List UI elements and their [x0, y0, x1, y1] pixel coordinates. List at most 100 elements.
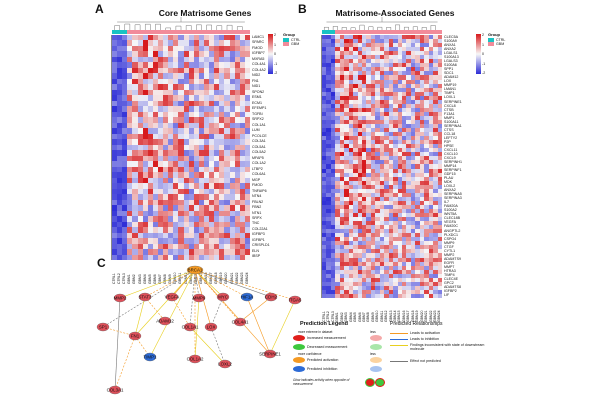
heatmap-cell — [239, 106, 245, 112]
heatmap-cell — [353, 128, 358, 133]
node-loxl2[interactable]: LOXL2 — [218, 359, 232, 369]
heatmap-cell — [147, 133, 153, 140]
heatmap-cell — [163, 194, 169, 200]
heatmap-cell — [234, 188, 240, 195]
heatmap-cell — [379, 168, 385, 173]
heatmap-cell — [362, 168, 367, 173]
gene-label: ANXA1 — [444, 43, 456, 48]
node-hif1a[interactable]: HIF1A — [241, 292, 254, 302]
heatmap-cell — [219, 128, 225, 134]
heatmap-cell — [410, 115, 416, 120]
heatmap-cell — [219, 35, 225, 41]
heatmap-cell — [428, 289, 434, 294]
node-col4a1[interactable]: COL4A1 — [232, 317, 249, 327]
node-fn1[interactable]: FN1 — [128, 331, 142, 341]
heatmap-cell — [326, 39, 331, 44]
heatmap-cell — [137, 78, 143, 85]
heatmap-cell — [415, 47, 420, 52]
heatmap-cell — [209, 227, 215, 233]
heatmap-cell — [384, 148, 389, 153]
heatmap-cell — [362, 204, 367, 209]
node-label: MYC — [218, 295, 228, 300]
heatmap-cell — [198, 122, 204, 129]
heatmap-cell — [335, 152, 340, 157]
heatmap-cell — [353, 124, 358, 129]
node-col3a1[interactable]: COL3A1 — [107, 385, 124, 395]
node-sp1[interactable]: SP1 — [96, 322, 110, 332]
heatmap-cell — [433, 265, 438, 270]
group-gbm-cell — [239, 30, 245, 34]
heatmap-cell — [163, 100, 169, 107]
heatmap-cell — [209, 205, 215, 211]
node-col1a2[interactable]: COL1A2 — [187, 354, 204, 364]
heatmap-cell — [188, 62, 194, 68]
node-adam12[interactable]: ADAM12 — [156, 316, 174, 326]
heatmap-cell — [415, 196, 420, 201]
heatmap-cell — [183, 67, 189, 74]
node-itga5[interactable]: ITGA5 — [289, 295, 302, 305]
heatmap-cell — [384, 168, 389, 173]
heatmap-cell — [402, 124, 407, 129]
heatmap-cell — [379, 160, 385, 165]
heatmap-cell — [198, 106, 204, 112]
heatmap-cell — [362, 261, 367, 266]
node-label: MMP2 — [114, 296, 127, 301]
heatmap-cell — [406, 99, 411, 104]
heatmap-cell — [424, 225, 429, 230]
heatmap-cell — [112, 243, 118, 250]
node-stat3[interactable]: STAT3 — [138, 292, 152, 302]
node-cdh2[interactable]: CDH2 — [264, 292, 278, 302]
heatmap-cell — [375, 103, 380, 108]
node-mmp9[interactable]: MMP9 — [193, 293, 206, 303]
heatmap-cell — [353, 237, 358, 242]
heatmap-cell — [393, 115, 398, 120]
heatmap-cell — [198, 166, 204, 173]
heatmap-cell — [370, 172, 376, 177]
node-vegfa[interactable]: VEGFA — [165, 292, 180, 302]
node-serpine1[interactable]: SERPINE1 — [259, 349, 281, 359]
heatmap-cell — [158, 56, 164, 63]
decreased-node-icon — [293, 344, 305, 350]
heatmap-cell — [379, 281, 385, 286]
heatmap-cell — [375, 156, 380, 161]
heatmap-cell — [330, 152, 336, 157]
heatmap-cell — [239, 100, 245, 107]
heatmap-cell — [393, 75, 398, 80]
heatmap-cell — [183, 205, 189, 211]
heatmap-cell — [424, 71, 429, 76]
heatmap-cell — [419, 281, 425, 286]
heatmap-cell — [406, 132, 411, 137]
heatmap-cell — [163, 144, 169, 151]
heatmap-cell — [410, 148, 416, 153]
heatmap-cell — [344, 196, 349, 201]
node-label: MMP9 — [193, 296, 206, 301]
heatmap-cell — [366, 99, 371, 104]
heatmap-cell — [132, 45, 138, 52]
node-col1a1[interactable]: COL1A1 — [182, 322, 199, 332]
heatmap-cell — [168, 194, 174, 200]
heatmap-cell — [384, 83, 389, 88]
node-brca[interactable]: BRCA1 — [186, 265, 204, 275]
heatmap-cell — [370, 168, 376, 173]
heatmap-cell — [375, 281, 380, 286]
node-lox[interactable]: LOX — [204, 322, 218, 332]
heatmap-cell — [348, 180, 354, 185]
node-mmp2[interactable]: MMP2 — [114, 293, 127, 303]
heatmap-cell — [415, 273, 420, 278]
heatmap-cell — [330, 213, 336, 218]
heatmap-cell — [168, 67, 174, 74]
heatmap-cell — [173, 188, 179, 195]
heatmap-cell — [132, 243, 138, 250]
node-myc[interactable]: MYC — [216, 292, 230, 302]
heatmap-cell — [322, 180, 327, 185]
predicted-activation-label: Predicted activation — [307, 358, 339, 362]
heatmap-cell — [198, 188, 204, 195]
heatmap-cell — [163, 139, 169, 145]
heatmap-cell — [137, 122, 143, 129]
heatmap-cell — [393, 233, 398, 238]
node-timp1[interactable]: TIMP1 — [144, 352, 157, 362]
heatmap-cell — [406, 95, 411, 100]
heatmap-cell — [193, 139, 199, 145]
heatmap-cell — [112, 183, 118, 189]
heatmap-cell — [219, 188, 225, 195]
